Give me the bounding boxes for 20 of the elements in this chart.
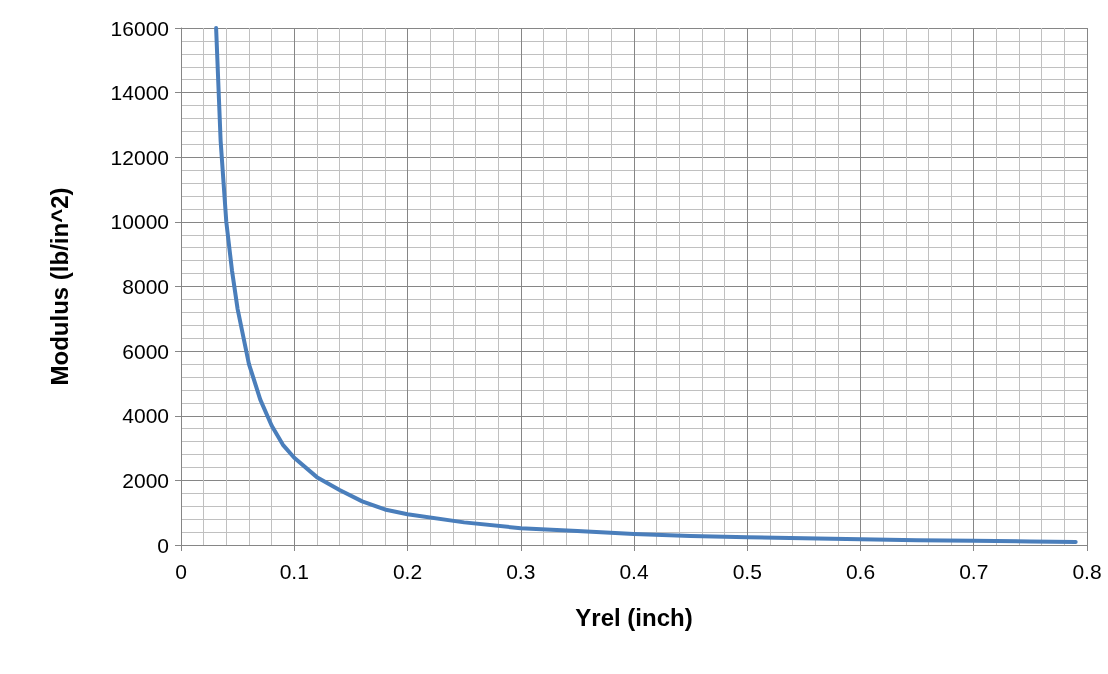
y-tick-label: 10000 bbox=[110, 210, 169, 234]
y-tick-label: 6000 bbox=[122, 339, 169, 363]
x-axis-title: Yrel (inch) bbox=[575, 603, 693, 631]
x-tick-label: 0.2 bbox=[392, 560, 423, 583]
y-tick-label: 16000 bbox=[110, 16, 169, 40]
x-tick-label: 0.3 bbox=[506, 560, 536, 583]
x-tick-label: 0.6 bbox=[845, 560, 876, 583]
x-tick-label: 0.8 bbox=[1072, 560, 1102, 583]
y-tick-label: 12000 bbox=[110, 145, 169, 169]
y-tick-label: 8000 bbox=[122, 275, 169, 298]
x-tick-label: 0.7 bbox=[959, 560, 989, 583]
y-tick-label: 4000 bbox=[122, 404, 169, 428]
y-tick-label: 0 bbox=[157, 533, 169, 557]
x-tick-label: 0.4 bbox=[619, 560, 649, 583]
x-tick-label: 0.1 bbox=[279, 560, 309, 583]
y-axis-title: Modulus (lb/in^2) bbox=[45, 187, 73, 386]
x-tick-label: 0 bbox=[175, 560, 187, 583]
x-tick-label: 0.5 bbox=[732, 560, 762, 583]
y-tick-label: 14000 bbox=[110, 81, 169, 105]
y-tick-label: 2000 bbox=[122, 468, 169, 492]
